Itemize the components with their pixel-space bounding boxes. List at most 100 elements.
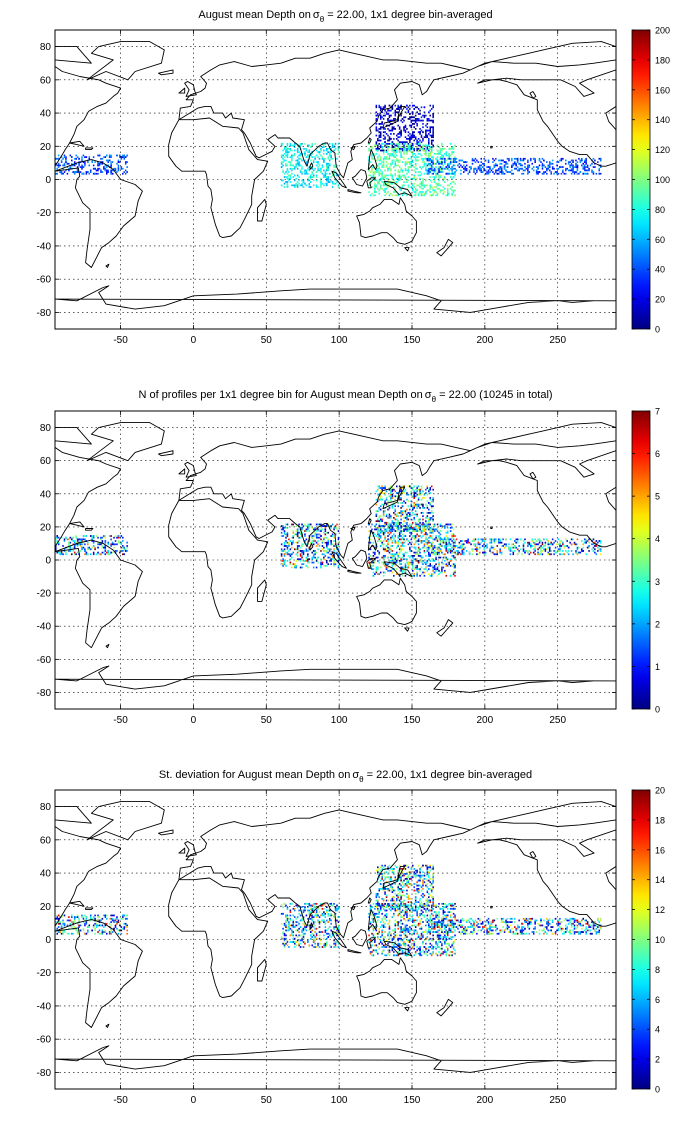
data-cell — [422, 181, 424, 183]
data-cell — [432, 133, 434, 135]
data-cell — [432, 500, 434, 502]
data-cell — [582, 543, 584, 545]
data-cell — [446, 540, 448, 542]
data-cell — [386, 499, 388, 501]
data-cell — [495, 163, 497, 165]
data-cell — [74, 161, 76, 163]
data-cell — [559, 542, 561, 544]
data-cell — [435, 183, 437, 185]
data-cell — [416, 143, 418, 145]
data-cell — [431, 512, 433, 514]
data-cell — [425, 168, 427, 170]
data-cell — [327, 178, 329, 180]
data-cell — [429, 135, 431, 137]
data-cell — [408, 486, 410, 488]
chart-title: N of profiles per 1x1 degree bin for Aug… — [138, 389, 552, 404]
data-cell — [462, 545, 464, 547]
data-cell — [594, 548, 596, 550]
data-cell — [432, 567, 434, 569]
data-cell — [476, 550, 478, 552]
data-cell — [429, 126, 431, 128]
data-cell — [418, 553, 420, 555]
data-cell — [402, 150, 404, 152]
data-cell — [376, 148, 378, 150]
data-cell — [416, 189, 418, 191]
chart-panel-2: N of profiles per 1x1 degree bin for Aug… — [0, 389, 660, 726]
data-cell — [402, 543, 404, 545]
data-cell — [409, 108, 411, 110]
data-cell — [387, 118, 389, 120]
data-cell — [497, 173, 499, 175]
data-cell — [539, 158, 541, 160]
data-cell — [529, 553, 531, 555]
data-cell — [418, 543, 420, 545]
data-cell — [126, 161, 128, 163]
data-cell — [572, 161, 574, 163]
data-cell — [537, 173, 539, 175]
data-cell — [409, 547, 411, 549]
data-cell — [402, 537, 404, 539]
data-cell — [380, 150, 382, 152]
data-cell — [405, 141, 407, 143]
data-cell — [403, 525, 405, 527]
data-cell — [313, 170, 315, 172]
data-cell — [313, 175, 315, 177]
data-cell — [441, 572, 443, 574]
data-cell — [384, 532, 386, 534]
data-cell — [110, 165, 112, 167]
data-cell — [460, 170, 462, 172]
data-cell — [416, 140, 418, 142]
data-cell — [314, 143, 316, 145]
data-cell — [434, 538, 436, 540]
data-cell — [373, 171, 375, 173]
data-cell — [421, 168, 423, 170]
data-cell — [387, 175, 389, 177]
data-cell — [415, 524, 417, 526]
data-cell — [376, 490, 378, 492]
data-cell — [399, 524, 401, 526]
data-cell — [441, 160, 443, 162]
data-cell — [434, 181, 436, 183]
data-cell — [540, 161, 542, 163]
data-cell — [424, 193, 426, 195]
data-cell — [304, 560, 306, 562]
data-cell — [491, 540, 493, 542]
data-cell — [304, 153, 306, 155]
data-cell — [389, 538, 391, 540]
data-cell — [432, 160, 434, 162]
data-cell — [501, 545, 503, 547]
data-cell — [380, 497, 382, 499]
data-cell — [440, 161, 442, 163]
data-cell — [453, 548, 455, 550]
data-cell — [555, 547, 557, 549]
data-cell — [438, 166, 440, 168]
data-cell — [511, 166, 513, 168]
data-cell — [287, 183, 289, 185]
data-cell — [395, 161, 397, 163]
data-cell — [288, 151, 290, 153]
data-cell — [378, 136, 380, 138]
data-cell — [395, 146, 397, 148]
data-cell — [402, 510, 404, 512]
data-cell — [392, 143, 394, 145]
data-cell — [319, 534, 321, 536]
data-cell — [406, 567, 408, 569]
data-cell — [575, 543, 577, 545]
data-cell — [395, 565, 397, 567]
data-cell — [412, 131, 414, 133]
data-cell — [297, 148, 299, 150]
data-cell — [387, 547, 389, 549]
data-cell — [338, 567, 340, 569]
data-cell — [561, 160, 563, 162]
data-cell — [523, 543, 525, 545]
data-cell — [440, 150, 442, 152]
data-cell — [392, 535, 394, 537]
data-cell — [400, 563, 402, 565]
data-cell — [457, 553, 459, 555]
data-cell — [424, 568, 426, 570]
data-cell — [387, 517, 389, 519]
data-cell — [294, 186, 296, 188]
data-cell — [383, 143, 385, 145]
data-cell — [514, 550, 516, 552]
data-cell — [390, 548, 392, 550]
